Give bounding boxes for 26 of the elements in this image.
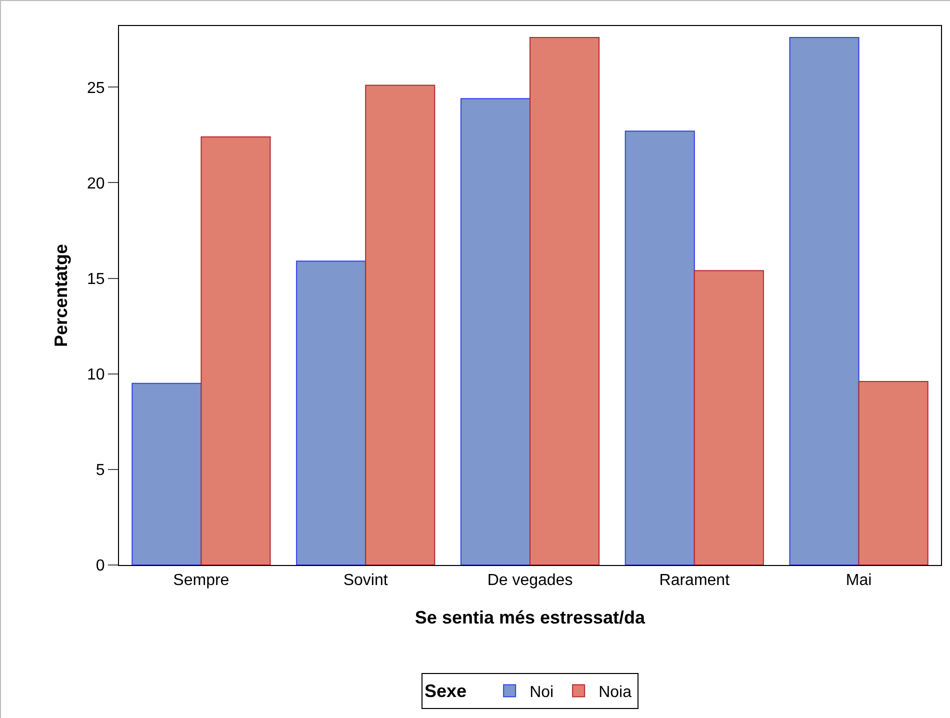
legend-label: Noi [530, 684, 554, 701]
y-tick-label: 5 [96, 462, 105, 480]
bar [624, 130, 695, 565]
x-tick-label: Rarament [659, 572, 730, 590]
legend-label: Noia [598, 684, 632, 701]
x-tick-label: Sempre [173, 572, 230, 590]
x-tick-label: Mai [846, 572, 872, 590]
y-axis-title: Percentatge [51, 244, 72, 348]
y-tick-label: 0 [96, 558, 105, 575]
x-tick-label: Sovint [343, 572, 388, 590]
y-tick-label: 20 [87, 175, 105, 192]
bar [789, 36, 860, 565]
bar [460, 98, 530, 565]
bar [365, 84, 436, 565]
y-tick-label: 25 [87, 80, 105, 97]
bar [296, 260, 366, 565]
bar [200, 136, 271, 565]
bar [132, 382, 202, 565]
legend-title: Sexe [424, 681, 467, 702]
y-tick-label: 10 [87, 366, 105, 384]
bar [694, 270, 764, 565]
x-axis-title: Se sentia més estressat/da [414, 607, 646, 628]
bar [530, 36, 600, 565]
y-tick-label: 15 [87, 270, 105, 288]
bar [858, 381, 928, 565]
x-tick-label: De vegades [487, 572, 573, 590]
